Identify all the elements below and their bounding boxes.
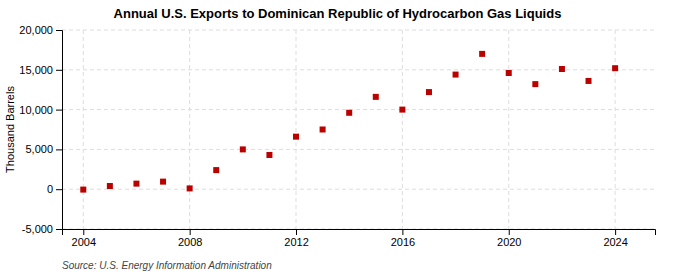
axis-line bbox=[56, 31, 63, 230]
grid-line bbox=[615, 30, 616, 229]
tick-label: 2012 bbox=[284, 236, 308, 248]
title: Annual U.S. Exports to Dominican Republi… bbox=[114, 6, 562, 21]
tick-mark bbox=[56, 70, 62, 71]
tick: 2008 bbox=[178, 229, 202, 248]
tick-label: 0 bbox=[47, 183, 53, 195]
grid-line bbox=[508, 30, 509, 229]
grid bbox=[62, 30, 655, 229]
point bbox=[80, 187, 86, 193]
point bbox=[240, 146, 246, 152]
point bbox=[320, 127, 326, 133]
tick-label: 15,000 bbox=[19, 64, 53, 76]
tick-mark bbox=[56, 30, 62, 31]
tick: 2004 bbox=[72, 229, 96, 248]
point bbox=[559, 66, 565, 72]
point bbox=[506, 70, 512, 76]
axis-line bbox=[63, 230, 656, 236]
tick-mark bbox=[56, 149, 62, 150]
tick-mark bbox=[83, 229, 84, 235]
point bbox=[160, 179, 166, 185]
y-axis-title: Thousand Barrels bbox=[4, 86, 16, 173]
grid-line bbox=[62, 149, 655, 150]
tick-mark bbox=[509, 229, 510, 235]
grid-line bbox=[189, 30, 190, 229]
grid-line bbox=[402, 30, 403, 229]
tick-label: -5,000 bbox=[22, 223, 53, 235]
grid-line bbox=[296, 30, 297, 229]
grid-line bbox=[62, 109, 655, 110]
source: Source: U.S. Energy Information Administ… bbox=[62, 260, 272, 271]
tick: 2024 bbox=[603, 229, 627, 248]
point bbox=[266, 152, 272, 158]
point bbox=[187, 185, 193, 191]
x-axis: 2004 2008 2012 2016 2020 2024 bbox=[63, 229, 656, 248]
tick-label: 2024 bbox=[603, 236, 627, 248]
grid-line bbox=[62, 30, 655, 31]
point bbox=[346, 110, 352, 116]
point bbox=[373, 94, 379, 100]
point bbox=[426, 89, 432, 95]
tick-label: 5,000 bbox=[25, 143, 53, 155]
tick: 20,000 bbox=[19, 24, 62, 36]
tick-mark bbox=[190, 229, 191, 235]
tick-label: 2008 bbox=[178, 236, 202, 248]
tick: 0 bbox=[47, 183, 62, 195]
tick-mark bbox=[296, 229, 297, 235]
tick: 5,000 bbox=[25, 143, 62, 155]
tick-mark bbox=[56, 229, 62, 230]
tick: 2012 bbox=[284, 229, 308, 248]
grid-line bbox=[83, 30, 84, 229]
chart: 2004 2008 2012 2016 2020 2024 -5,000 0 5,000 10,0… bbox=[0, 0, 675, 275]
point bbox=[612, 65, 618, 71]
tick: 2020 bbox=[497, 229, 521, 248]
tick: -5,000 bbox=[22, 223, 62, 235]
tick: 10,000 bbox=[19, 104, 62, 116]
tick: 2016 bbox=[391, 229, 415, 248]
point bbox=[107, 183, 113, 189]
point bbox=[293, 134, 299, 140]
y-axis: -5,000 0 5,000 10,000 15,000 20,000 bbox=[19, 24, 62, 235]
tick-label: 10,000 bbox=[19, 104, 53, 116]
point bbox=[453, 72, 459, 78]
tick-mark bbox=[402, 229, 403, 235]
tick-mark bbox=[56, 110, 62, 111]
plot: 2004 2008 2012 2016 2020 2024 -5,000 0 5,000 10,0… bbox=[19, 24, 655, 248]
tick-mark bbox=[615, 229, 616, 235]
point bbox=[479, 51, 485, 57]
point bbox=[133, 181, 139, 187]
grid-line bbox=[62, 69, 655, 70]
point bbox=[213, 167, 219, 173]
tick-label: 2016 bbox=[391, 236, 415, 248]
tick: 15,000 bbox=[19, 64, 62, 76]
point bbox=[399, 107, 405, 113]
tick-mark bbox=[56, 189, 62, 190]
point bbox=[532, 81, 538, 87]
marks bbox=[80, 51, 618, 193]
tick-label: 2020 bbox=[497, 236, 521, 248]
grid-line bbox=[62, 189, 655, 190]
point bbox=[586, 78, 592, 84]
tick-label: 2004 bbox=[72, 236, 96, 248]
tick-label: 20,000 bbox=[19, 24, 53, 36]
